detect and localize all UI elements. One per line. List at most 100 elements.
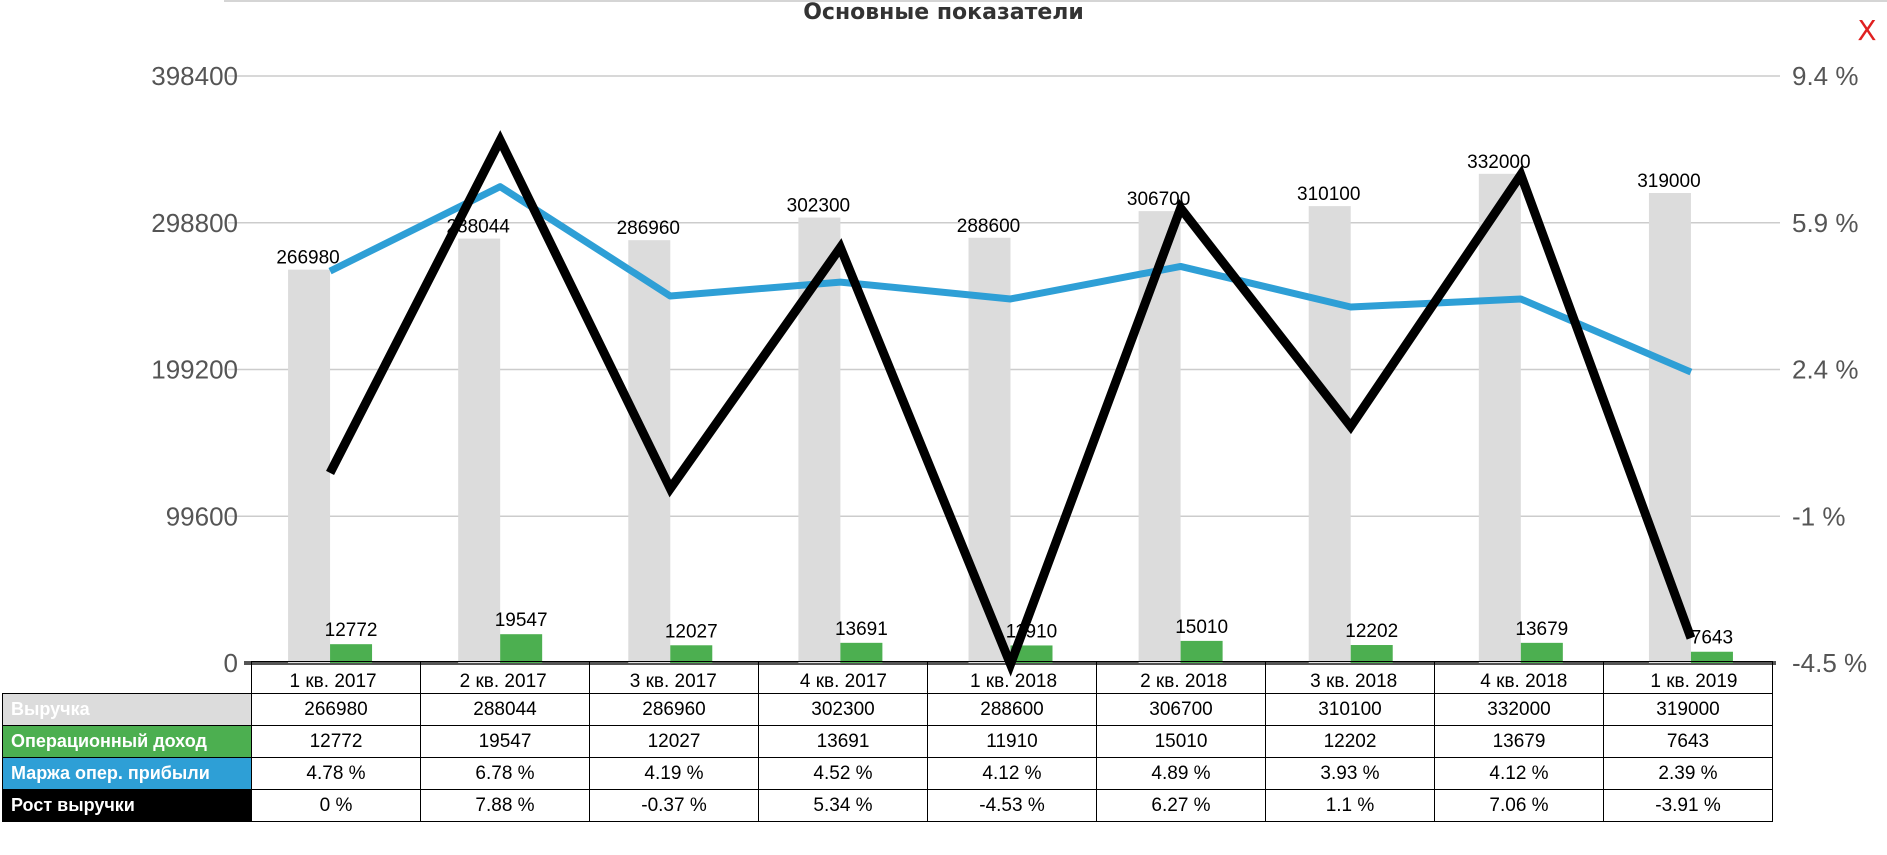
table-header-cell: 3 кв. 2018 [1265,661,1435,694]
table-row: Операционный доход 12772 19547 12027 13691 11… [2,725,1773,758]
table-header-cell: 1 кв. 2019 [1603,661,1773,694]
data-label-operating-income: 12772 [325,620,378,641]
data-label-revenue: 319000 [1637,171,1700,192]
data-label-revenue: 302300 [787,196,850,217]
table-header-cell: 4 кв. 2018 [1434,661,1604,694]
bar-revenue [1308,206,1351,663]
bar-operating-income [1180,640,1223,663]
table-header-cell: 2 кв. 2017 [420,661,590,694]
table-cell: 6.27 % [1096,789,1266,822]
table-cell: 288044 [420,693,590,726]
y-left-tick-label: 298800 [151,208,238,238]
table-cell: 302300 [758,693,928,726]
bar-operating-income [840,642,883,663]
bar-operating-income [1350,645,1393,663]
data-label-operating-income: 7643 [1691,628,1733,649]
table-cell: 7643 [1603,725,1773,758]
data-label-revenue: 286960 [617,218,680,239]
table-cell: 19547 [420,725,590,758]
y-left-tick-label: 398400 [151,61,238,91]
table-cell: 1.1 % [1265,789,1435,822]
row-header: Рост выручки [2,789,252,822]
bar-operating-income [670,645,713,663]
row-header: Маржа опер. прибыли [2,757,252,790]
table-cell: 4.19 % [589,757,759,790]
table-row: Маржа опер. прибыли 4.78 % 6.78 % 4.19 % 4.5… [2,757,1773,790]
row-header: Выручка [2,693,252,726]
table-cell: -4.53 % [927,789,1097,822]
y-left-tick-label: 0 [224,648,238,678]
table-header-cell: 2 кв. 2018 [1096,661,1266,694]
table-cell: 0 % [251,789,421,822]
data-label-operating-income: 12202 [1345,621,1398,642]
table-cell: 286960 [589,693,759,726]
table-cell: 3.93 % [1265,757,1435,790]
table-cell: 12027 [589,725,759,758]
table-cell: 13679 [1434,725,1604,758]
data-label-revenue: 306700 [1127,189,1190,210]
table-cell: 12772 [251,725,421,758]
data-label-revenue: 288600 [957,216,1020,237]
y-right-tick-label: 2.4 % [1792,355,1859,385]
table-cell: 2.39 % [1603,757,1773,790]
table-cell: 12202 [1265,725,1435,758]
table-cell: 332000 [1434,693,1604,726]
table-cell: 6.78 % [420,757,590,790]
chart-plot: 0 99600 199200 298800 398400 -4.5 % -1 % 2.4 % 5… [151,61,1867,692]
table-corner [3,662,252,694]
table-header-cell: 1 кв. 2017 [251,661,421,694]
bar-revenue [968,237,1011,663]
data-label-operating-income: 13679 [1515,619,1568,640]
chart-title-text: Основные показатели [803,0,1084,25]
bar-operating-income [330,644,373,663]
table-cell: 266980 [251,693,421,726]
line-series-margin [328,183,1693,376]
y-right-tick-label: 5.9 % [1792,208,1859,238]
bar-operating-income [1010,645,1053,663]
table-cell: 288600 [927,693,1097,726]
data-label-operating-income: 13691 [835,619,888,640]
data-label-operating-income: 15010 [1175,617,1228,638]
table-cell: 319000 [1603,693,1773,726]
bar-revenue [1478,173,1521,664]
table-row: Выручка 266980 288044 286960 302300 288600 306… [2,693,1773,726]
y-left-tick-label: 99600 [166,501,238,531]
table-cell: -3.91 % [1603,789,1773,822]
close-button[interactable]: X [1857,14,1877,47]
table-cell: 4.52 % [758,757,928,790]
y-right-tick-label: -1 % [1792,501,1845,531]
table-header-cell: 1 кв. 2018 [927,661,1097,694]
table-header-cell: 4 кв. 2017 [758,661,928,694]
table-cell: 310100 [1265,693,1435,726]
table-cell: 4.12 % [1434,757,1604,790]
y-right-tick-label: -4.5 % [1792,648,1867,678]
table-cell: 13691 [758,725,928,758]
table-header-cell: 3 кв. 2017 [589,661,759,694]
table-cell: 7.88 % [420,789,590,822]
y-left-tick-label: 199200 [151,355,238,385]
table-row: Рост выручки 0 % 7.88 % -0.37 % 5.34 % -4.53 … [2,789,1773,822]
table-cell: 4.78 % [251,757,421,790]
table-cell: 7.06 % [1434,789,1604,822]
data-label-operating-income: 12027 [665,621,718,642]
bar-operating-income [1690,651,1733,663]
bar-operating-income [1520,642,1563,663]
bar-revenue [458,238,501,663]
bar-operating-income [500,634,543,663]
table-cell: 15010 [1096,725,1266,758]
data-label-revenue: 266980 [276,248,339,269]
row-header: Операционный доход [2,725,252,758]
data-label-operating-income: 19547 [495,610,548,631]
y-right-tick-label: 9.4 % [1792,61,1859,91]
table-cell: 4.12 % [927,757,1097,790]
bar-revenue [1138,211,1181,664]
table-cell: 5.34 % [758,789,928,822]
data-label-operating-income: 11910 [1006,621,1057,642]
data-label-revenue: 310100 [1297,184,1360,205]
chart-title: Основные показатели [0,0,1887,26]
table-cell: 11910 [927,725,1097,758]
data-label-revenue: 332000 [1467,152,1530,173]
table-cell: 4.89 % [1096,757,1266,790]
